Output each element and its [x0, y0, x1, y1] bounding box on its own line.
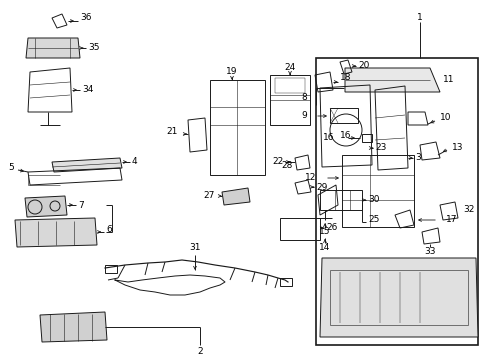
Text: 14: 14 — [319, 243, 330, 252]
Text: 2: 2 — [197, 347, 203, 356]
Text: 22: 22 — [272, 158, 283, 166]
Text: 33: 33 — [424, 248, 435, 256]
Text: 34: 34 — [82, 85, 93, 94]
Text: 17: 17 — [445, 216, 457, 225]
Text: 36: 36 — [80, 13, 91, 22]
Text: 16: 16 — [339, 130, 351, 139]
Text: 1: 1 — [416, 13, 422, 22]
Polygon shape — [40, 312, 107, 342]
Text: 11: 11 — [442, 76, 453, 85]
Bar — [280, 278, 291, 286]
Text: 21: 21 — [166, 127, 178, 136]
Polygon shape — [222, 188, 249, 205]
Text: 30: 30 — [367, 195, 379, 204]
Text: 25: 25 — [367, 216, 379, 225]
Text: 9: 9 — [301, 112, 306, 121]
Text: 32: 32 — [462, 206, 473, 215]
Polygon shape — [345, 68, 439, 92]
Polygon shape — [319, 258, 477, 337]
Text: 35: 35 — [88, 44, 99, 53]
Text: 19: 19 — [226, 68, 237, 77]
Text: 26: 26 — [325, 224, 337, 233]
Text: 6: 6 — [106, 225, 112, 234]
Text: 20: 20 — [357, 60, 368, 69]
Text: 23: 23 — [374, 144, 386, 153]
Bar — [274, 78, 305, 93]
Bar — [269, 75, 309, 125]
Text: 4: 4 — [132, 158, 137, 166]
Bar — [315, 58, 477, 345]
Polygon shape — [25, 196, 67, 217]
Text: 18: 18 — [339, 73, 351, 82]
Text: 10: 10 — [439, 113, 450, 122]
Text: 15: 15 — [319, 228, 330, 237]
Text: 5: 5 — [8, 163, 14, 172]
Polygon shape — [15, 218, 97, 247]
Text: 27: 27 — [203, 190, 215, 199]
Text: 16: 16 — [322, 134, 333, 143]
Text: 13: 13 — [451, 143, 463, 152]
Bar — [105, 265, 117, 273]
Text: 28: 28 — [281, 161, 292, 170]
Text: 31: 31 — [189, 243, 201, 252]
Bar — [209, 80, 264, 175]
Polygon shape — [52, 158, 122, 172]
Text: 8: 8 — [301, 93, 306, 102]
Bar — [341, 155, 413, 227]
Polygon shape — [26, 38, 80, 58]
Text: 29: 29 — [315, 183, 326, 192]
Bar — [280, 218, 319, 240]
Text: 24: 24 — [284, 63, 295, 72]
Text: 7: 7 — [78, 201, 83, 210]
Text: 3: 3 — [414, 153, 420, 162]
Text: 12: 12 — [304, 174, 315, 183]
Bar — [329, 108, 357, 123]
Bar — [319, 190, 361, 210]
